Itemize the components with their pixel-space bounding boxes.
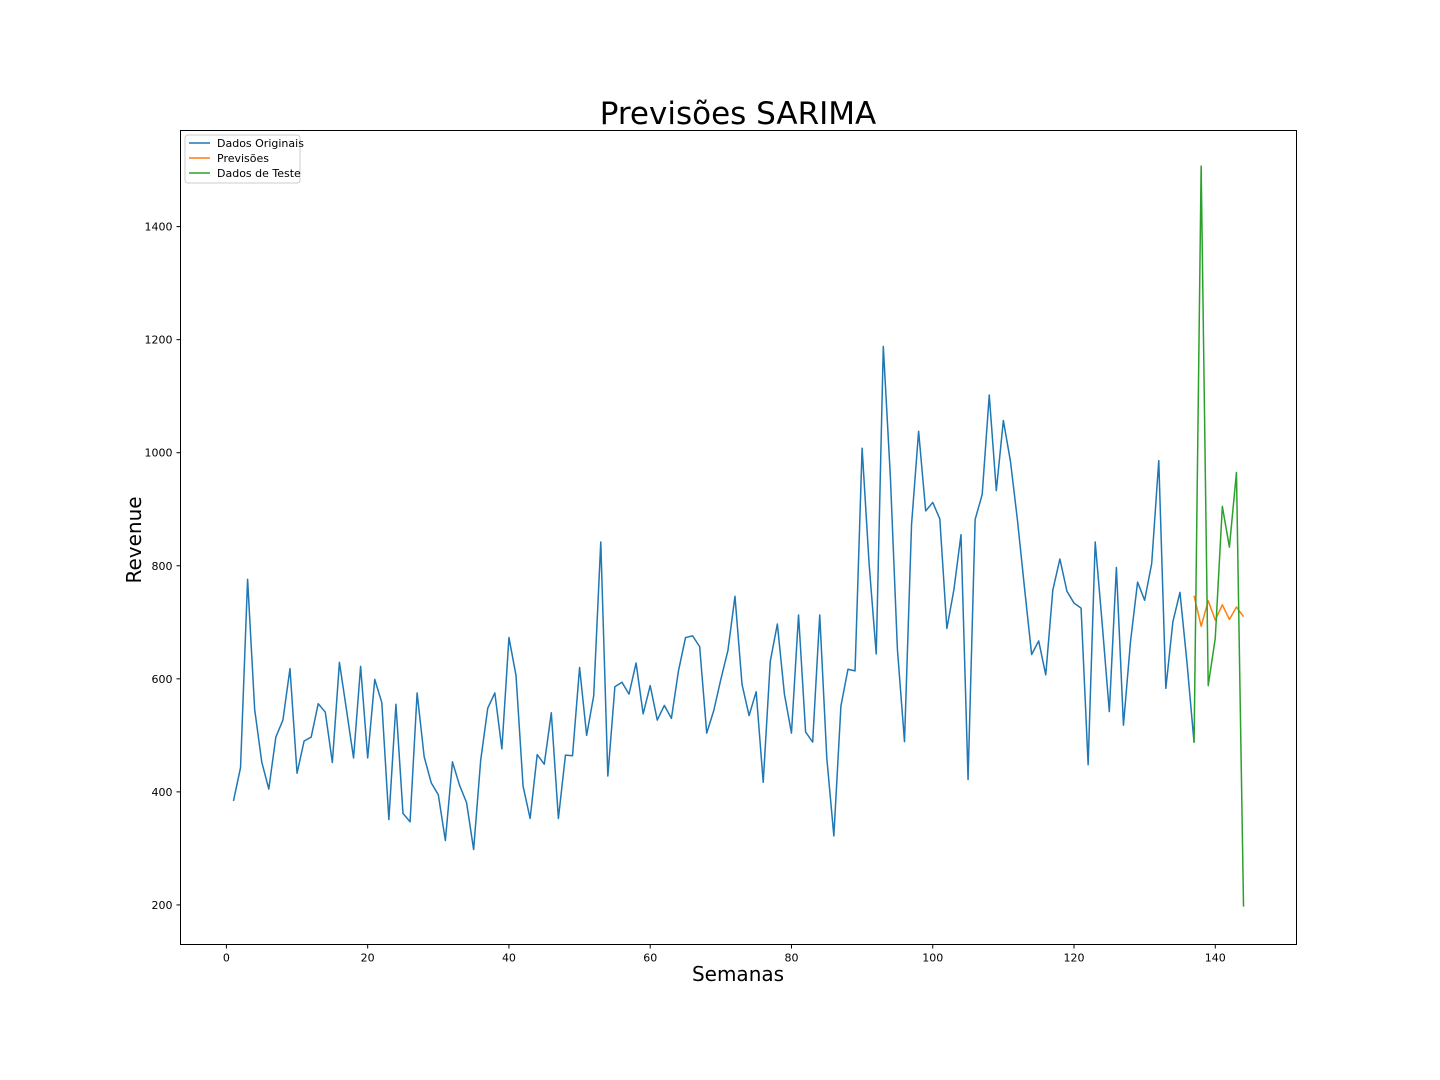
x-axis-ticks: 0 20 40 60 80 100 120 140 — [223, 944, 1226, 965]
x-tick-label: 140 — [1205, 952, 1226, 965]
y-tick-label: 1200 — [145, 334, 173, 347]
series-line-1 — [1193, 595, 1245, 627]
x-tick-label: 40 — [502, 952, 516, 965]
series-line-2 — [1193, 165, 1245, 907]
y-tick-label: 800 — [152, 560, 173, 573]
series-line-0 — [232, 345, 1195, 851]
x-tick-label: 60 — [643, 952, 657, 965]
plot-area-frame — [180, 130, 1297, 945]
x-tick-label: 100 — [922, 952, 943, 965]
x-axis-label: Semanas — [692, 962, 784, 986]
y-tick-label: 200 — [152, 899, 173, 912]
legend: Dados Originais Previsões Dados de Teste — [184, 134, 304, 184]
y-tick-label: 600 — [152, 673, 173, 686]
legend-label-0: Dados Originais — [217, 137, 304, 150]
y-axis-ticks: 200 400 600 800 1000 1200 1400 — [145, 221, 181, 912]
y-tick-label: 1000 — [145, 447, 173, 460]
chart-title: Previsões SARIMA — [600, 96, 877, 132]
y-tick-label: 400 — [152, 786, 173, 799]
legend-label-1: Previsões — [217, 152, 269, 165]
y-axis-label: Revenue — [122, 496, 146, 583]
x-tick-label: 20 — [361, 952, 375, 965]
x-tick-label: 0 — [223, 952, 230, 965]
plot-lines — [232, 165, 1245, 907]
x-tick-label: 80 — [784, 952, 798, 965]
legend-label-2: Dados de Teste — [217, 167, 301, 180]
y-tick-label: 1400 — [145, 221, 173, 234]
legend-box — [184, 134, 301, 184]
x-tick-label: 120 — [1064, 952, 1085, 965]
